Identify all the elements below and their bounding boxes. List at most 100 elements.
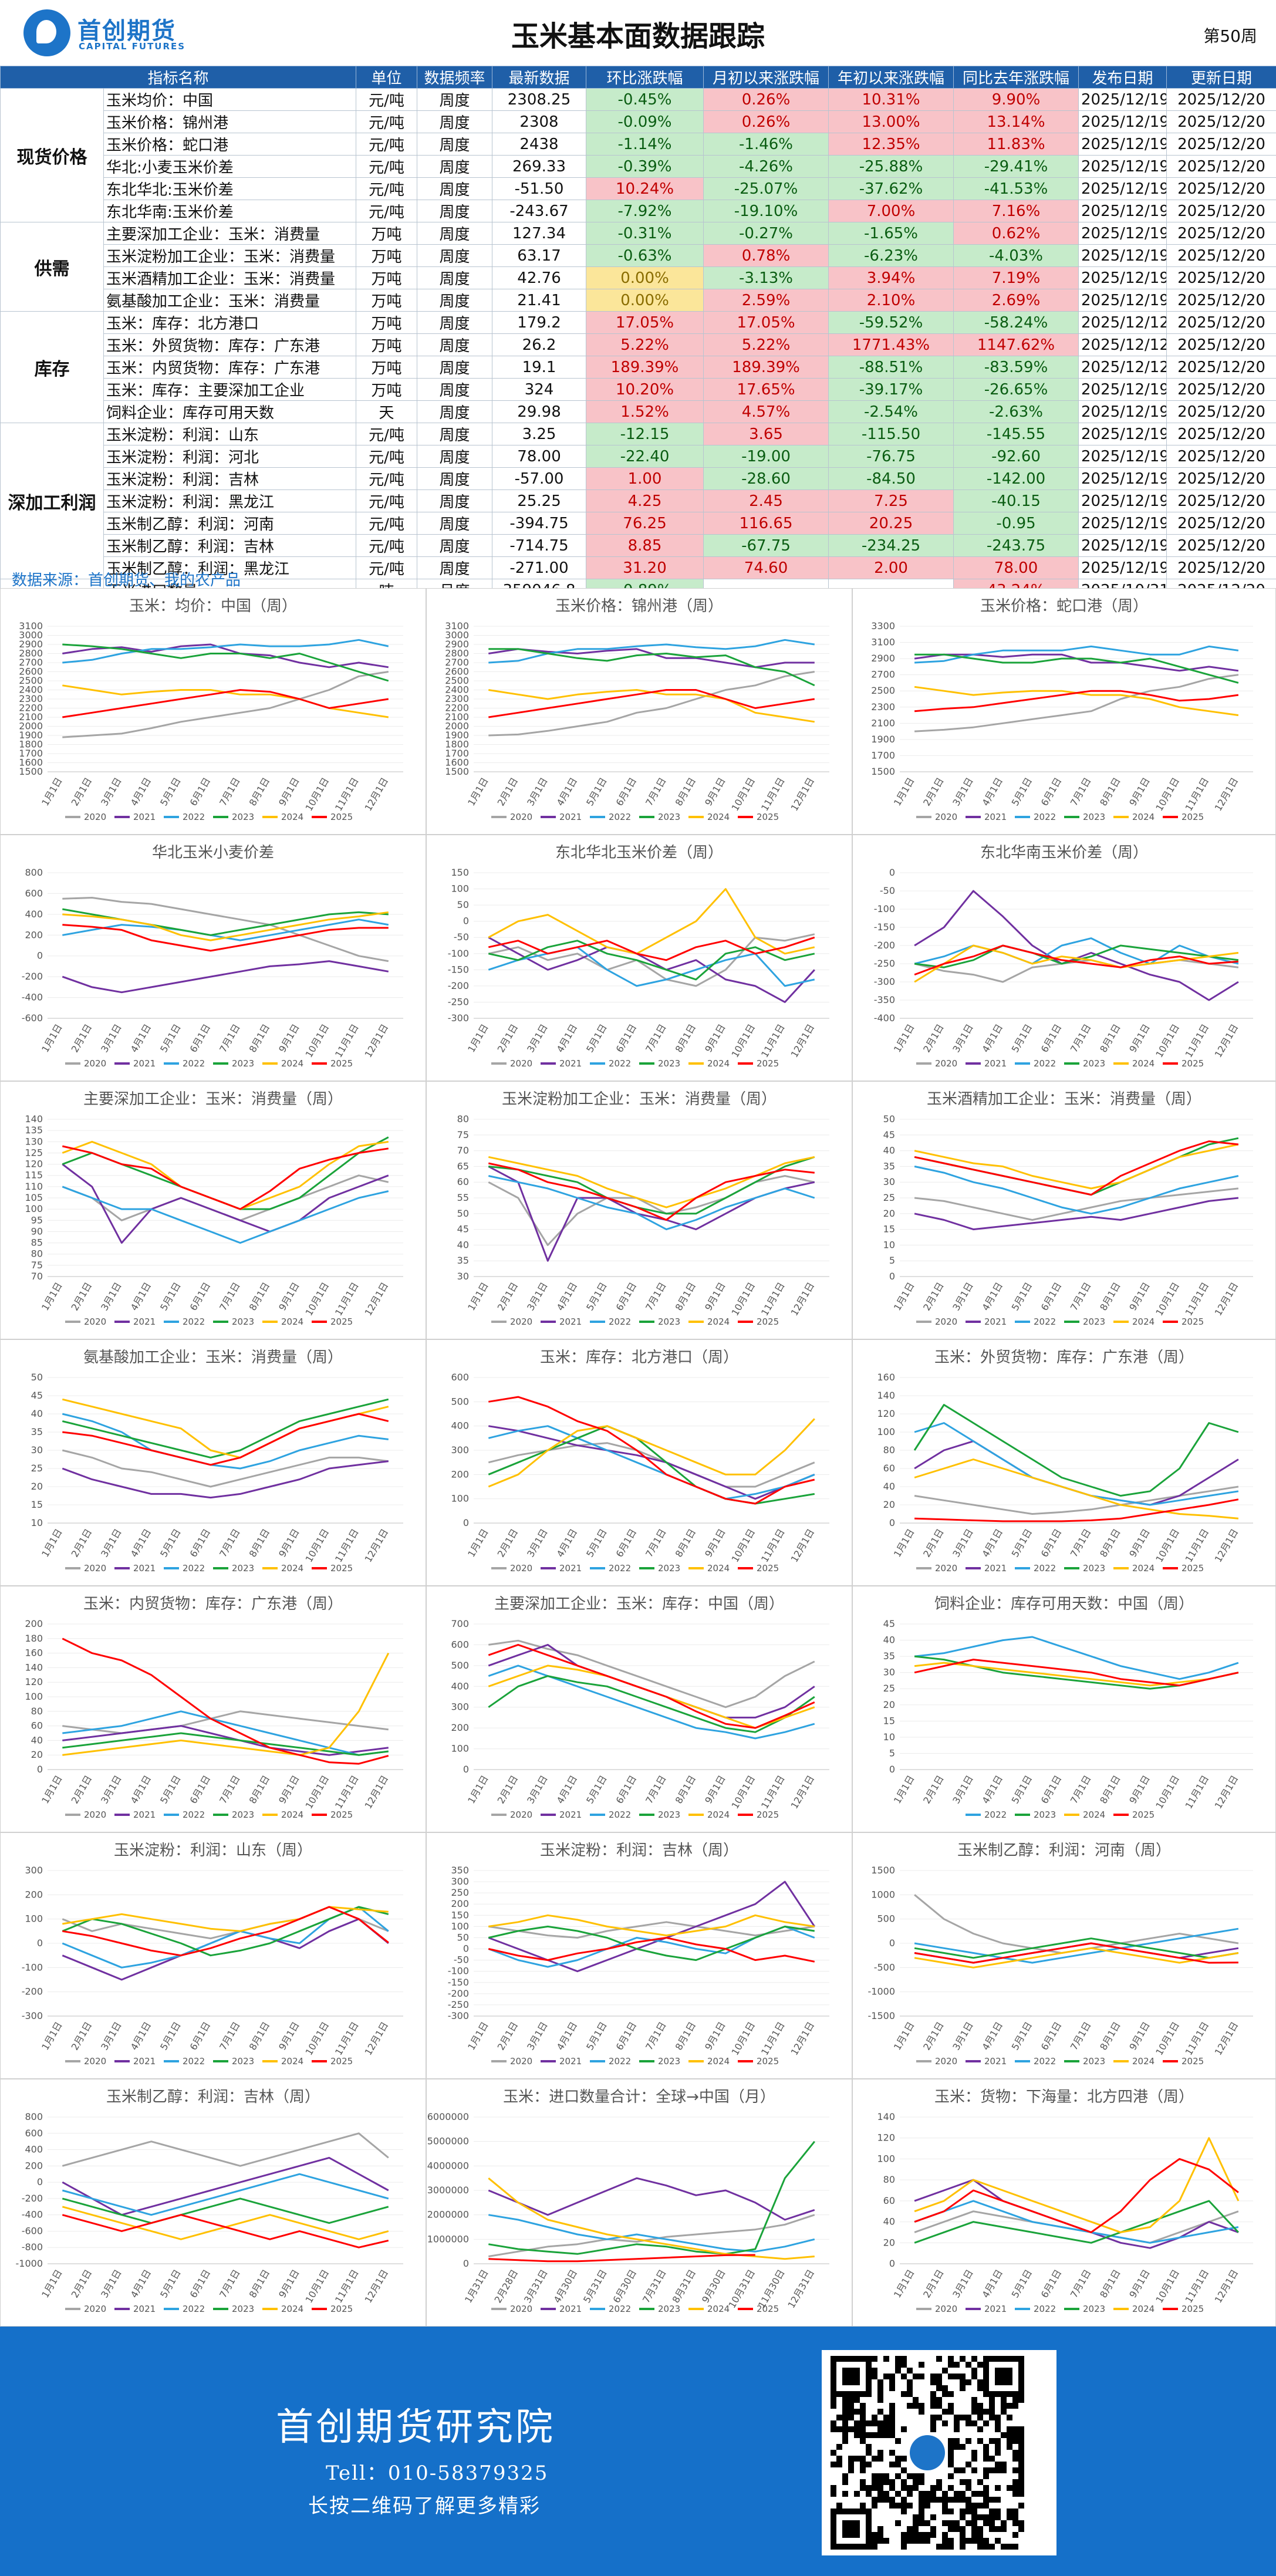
table-cell: 2025/12/19	[1078, 467, 1167, 490]
y-tick-label: 500	[877, 1913, 895, 1925]
x-tick-label: 9月1日	[1127, 1527, 1152, 1559]
x-tick-label: 12月1日	[1213, 2268, 1241, 2305]
table-cell: 2025/12/20	[1166, 512, 1276, 535]
qr-code-icon[interactable]	[822, 2350, 1056, 2555]
x-tick-label: 8月1日	[673, 1281, 698, 1313]
legend-label: 2024	[1083, 1809, 1105, 1820]
x-tick-label: 7月1日	[643, 1281, 669, 1313]
y-tick-label: -50	[454, 931, 469, 943]
category-cell: 深加工利润	[0, 423, 104, 579]
series-line-2025	[488, 1937, 815, 1963]
chart-svg: 主要深加工企业：玉米：库存：中国（周） 0 100 200 300 400 500 600 70…	[451, 1595, 829, 1820]
series-line-2020	[488, 671, 815, 737]
series-line-2024	[488, 1418, 815, 1488]
table-header-cell: 指标名称	[0, 66, 357, 89]
chart-svg: 玉米：内贸货物：库存：广东港（周） 0 20 40 60 80 100 120 140 160 18…	[25, 1595, 403, 1820]
change-cell: 1771.43%	[828, 333, 954, 356]
y-tick-label: 3000	[19, 630, 43, 641]
legend-label: 2021	[133, 2056, 156, 2067]
legend-label: 2021	[133, 1316, 156, 1327]
x-tick-label: 1月1日	[39, 1774, 65, 1806]
x-tick-label: 3月1日	[525, 2020, 550, 2052]
table-cell: 元/吨	[356, 423, 418, 445]
table-cell: 2025/12/19	[1078, 155, 1167, 178]
legend-label: 2022	[1034, 2304, 1056, 2314]
chart-title: 主要深加工企业：玉米：消费量（周）	[83, 1091, 343, 1108]
table-cell: 周度	[417, 333, 493, 356]
series-line-2023	[488, 1675, 815, 1733]
y-tick-label: 80	[457, 1113, 469, 1125]
x-tick-label: 1月1日	[39, 2020, 65, 2052]
y-tick-label: 135	[25, 1125, 43, 1136]
x-tick-label: 11月1日	[1183, 1774, 1211, 1811]
table-header-cell: 月初以来涨跌幅	[703, 66, 829, 89]
table-row: 玉米酒精加工企业：玉米：消费量 万吨 周度 42.76 0.00% -3.13% 3.94%…	[1, 266, 1276, 289]
legend-label: 2020	[935, 812, 957, 822]
series-line-2024	[62, 1652, 390, 1756]
table-cell: 万吨	[356, 311, 418, 334]
series-line-2020	[62, 1710, 389, 1734]
x-tick-label: 1月31日	[463, 2268, 491, 2305]
x-tick-label: 8月1日	[247, 2020, 272, 2052]
x-tick-label: 12月1日	[1213, 2020, 1241, 2058]
series-line-2022	[914, 937, 1239, 965]
legend-label: 2020	[84, 812, 106, 822]
y-tick-label: 140	[877, 1390, 895, 1401]
y-tick-label: 0	[889, 1764, 895, 1775]
table-cell: 元/吨	[356, 133, 418, 156]
table-cell: 元/吨	[356, 88, 418, 111]
y-tick-label: -300	[448, 2010, 469, 2021]
change-cell: -29.41%	[953, 155, 1079, 178]
table-cell: 324	[492, 378, 587, 401]
y-tick-label: 95	[31, 1214, 43, 1225]
x-tick-label: 6月1日	[188, 1774, 213, 1806]
change-cell: 5.22%	[703, 333, 829, 356]
change-cell: -67.75	[703, 534, 829, 557]
y-tick-label: 45	[883, 1618, 895, 1629]
table-cell: 元/吨	[356, 200, 418, 222]
x-tick-label: 4月1日	[129, 1527, 154, 1559]
y-tick-label: -150	[448, 964, 469, 975]
y-tick-label: -250	[448, 1999, 469, 2010]
chart-title: 玉米：均价：中国（周）	[129, 597, 297, 615]
legend-label: 2023	[658, 2304, 680, 2314]
x-tick-label: 1月1日	[892, 1774, 917, 1806]
y-tick-label: 800	[25, 2111, 43, 2122]
change-cell: -58.24%	[953, 311, 1079, 334]
x-tick-label: 12月1日	[788, 1774, 816, 1811]
change-cell: 2.00	[828, 556, 954, 579]
table-cell: 周度	[417, 289, 493, 312]
x-tick-label: 4月1日	[129, 2268, 154, 2300]
legend-label: 2022	[183, 1058, 205, 1069]
x-tick-label: 6月1日	[614, 1022, 639, 1055]
chart-panel: 玉米：均价：中国（周） 1500 1600 1700 1800 1900 2000 2100 2…	[0, 588, 426, 835]
series-line-2025	[488, 689, 815, 718]
category-cell: 现货价格	[0, 88, 104, 222]
x-tick-label: 4月1日	[980, 1281, 1005, 1313]
series-line-2021	[914, 2179, 1239, 2249]
y-tick-label: 20	[31, 1481, 43, 1492]
x-tick-label: 11月1日	[759, 776, 787, 813]
table-cell: 2025/12/19	[1078, 378, 1167, 401]
y-tick-label: 6000000	[427, 2111, 469, 2122]
y-tick-label: 35	[31, 1426, 43, 1437]
y-tick-label: 3100	[19, 620, 43, 632]
y-tick-label: 40	[883, 2216, 895, 2227]
series-line-2022	[914, 645, 1239, 664]
x-tick-label: 7月1日	[217, 2020, 242, 2052]
x-tick-label: 12月1日	[788, 776, 816, 813]
y-tick-label: 90	[31, 1225, 43, 1237]
y-tick-label: -800	[22, 2241, 43, 2253]
legend-label: 2022	[1034, 1563, 1056, 1574]
table-cell: 周度	[417, 200, 493, 222]
change-cell: 1147.62%	[953, 333, 1079, 356]
legend-label: 2021	[559, 1563, 582, 1574]
series-line-2025	[488, 936, 815, 961]
x-tick-label: 11月1日	[759, 1527, 787, 1565]
x-tick-label: 7月1日	[217, 1281, 242, 1313]
y-tick-label: -100	[448, 1966, 469, 1977]
chart-svg: 玉米：均价：中国（周）15001600170018001900200021002…	[19, 597, 403, 822]
table-cell: 2025/12/20	[1166, 200, 1276, 222]
table-cell: 周度	[417, 311, 493, 334]
x-tick-label: 12月1日	[362, 776, 390, 813]
